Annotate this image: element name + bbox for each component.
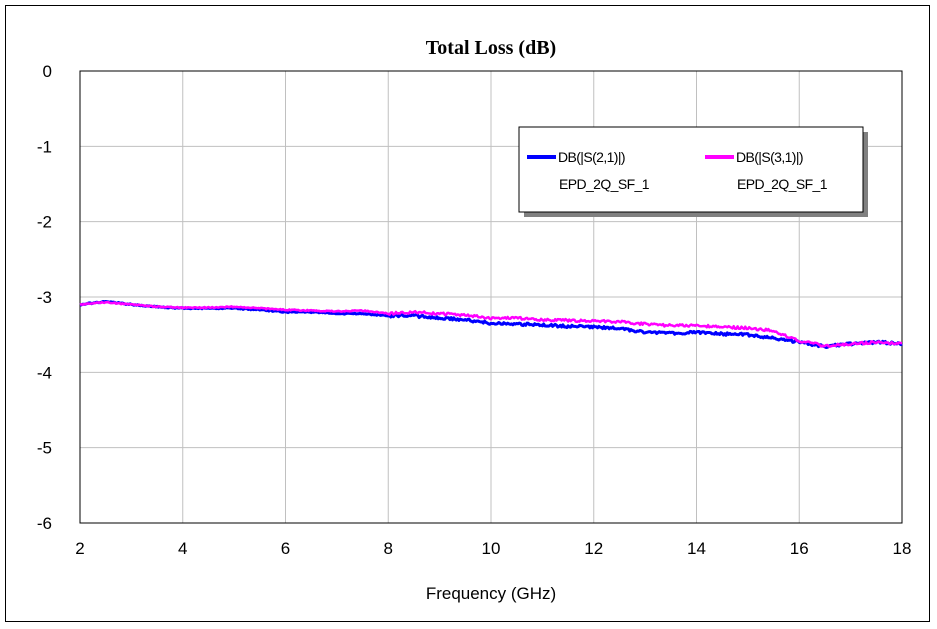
legend-series-name: DB(|S(3,1)|) — [736, 149, 803, 165]
x-tick-label: 14 — [687, 539, 706, 558]
y-tick-label: -6 — [37, 514, 52, 533]
x-tick-label: 8 — [384, 539, 393, 558]
y-tick-label: -2 — [37, 213, 52, 232]
x-tick-label: 12 — [584, 539, 603, 558]
legend-box — [519, 127, 863, 212]
x-tick-label: 10 — [482, 539, 501, 558]
chart-title: Total Loss (dB) — [426, 37, 556, 59]
legend-series-name: DB(|S(2,1)|) — [558, 149, 625, 165]
y-tick-label: -5 — [37, 439, 52, 458]
legend: DB(|S(2,1)|) EPD_2Q_SF_1 DB(|S(3,1)|) EPD_2… — [519, 127, 868, 217]
legend-series-subname: EPD_2Q_SF_1 — [737, 176, 828, 192]
y-tick-label: 0 — [43, 62, 52, 81]
x-tick-label: 18 — [893, 539, 912, 558]
x-tick-label: 16 — [790, 539, 809, 558]
legend-series-subname: EPD_2Q_SF_1 — [559, 176, 650, 192]
y-tick-label: -3 — [37, 288, 52, 307]
x-tick-label: 2 — [75, 539, 84, 558]
x-tick-label: 4 — [178, 539, 187, 558]
x-axis-label: Frequency (GHz) — [426, 584, 556, 603]
y-tick-label: -4 — [37, 363, 52, 382]
x-tick-label: 6 — [281, 539, 290, 558]
y-tick-label: -1 — [37, 137, 52, 156]
